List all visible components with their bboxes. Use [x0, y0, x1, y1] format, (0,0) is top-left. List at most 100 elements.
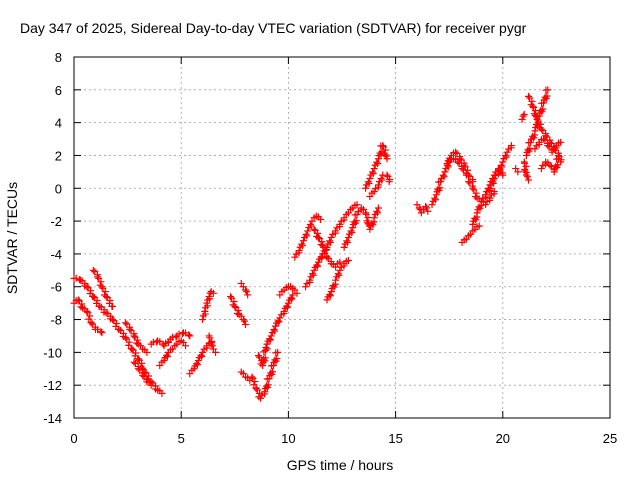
data-point — [252, 384, 260, 392]
x-tick-label: 20 — [496, 431, 510, 446]
data-point-fill — [261, 354, 269, 362]
chart-title: Day 347 of 2025, Sidereal Day-to-day VTE… — [20, 20, 527, 36]
data-point — [121, 334, 129, 342]
data-point-fill — [251, 378, 259, 386]
data-point — [529, 102, 537, 110]
data-point — [499, 171, 507, 179]
data-point — [533, 115, 541, 123]
data-point-fill — [364, 178, 372, 186]
data-point-fill — [343, 237, 351, 245]
data-point — [362, 184, 370, 192]
data-point-fill — [464, 166, 472, 174]
x-axis-label: GPS time / hours — [287, 457, 394, 473]
data-point-fill — [423, 204, 431, 212]
data-point — [291, 253, 299, 261]
data-point — [443, 160, 451, 168]
data-point-fill — [373, 207, 381, 215]
data-point-fill — [374, 160, 382, 168]
data-point-fill — [302, 230, 310, 238]
data-point-fill — [554, 161, 562, 169]
y-tick-label: -12 — [43, 378, 62, 393]
data-point — [550, 168, 558, 176]
data-point — [115, 325, 123, 333]
data-point-fill — [539, 105, 547, 113]
y-tick-label: -2 — [50, 214, 62, 229]
data-point — [272, 322, 280, 330]
data-point — [102, 309, 110, 317]
data-point — [499, 158, 507, 166]
data-point-fill — [233, 309, 241, 317]
data-point — [495, 165, 503, 173]
data-point — [490, 171, 498, 179]
data-point — [160, 357, 168, 365]
data-point-fill — [307, 222, 315, 230]
data-point — [126, 325, 134, 333]
data-point — [428, 201, 436, 209]
data-point-fill — [489, 175, 497, 183]
data-point — [540, 135, 548, 143]
data-point-fill — [485, 186, 493, 194]
data-point-fill — [264, 381, 272, 389]
data-point — [242, 320, 250, 328]
data-point — [242, 286, 250, 294]
data-point — [190, 365, 198, 373]
data-point — [366, 174, 374, 182]
data-point-fill — [163, 351, 171, 359]
data-point-fill — [318, 254, 326, 262]
data-point-fill — [255, 393, 263, 401]
data-point-fill — [163, 352, 171, 360]
data-point — [520, 110, 528, 118]
data-point — [98, 329, 106, 337]
data-point-fill — [266, 336, 274, 344]
data-point-fill — [446, 156, 454, 164]
data-point — [370, 214, 378, 222]
data-point — [209, 289, 217, 297]
data-point — [557, 138, 565, 146]
data-point-fill — [234, 307, 242, 315]
data-point — [74, 296, 82, 304]
data-point — [248, 373, 256, 381]
data-point — [531, 145, 539, 153]
data-point-fill — [536, 120, 544, 128]
data-point-fill — [306, 220, 314, 228]
data-point-fill — [260, 348, 268, 356]
data-point — [284, 299, 292, 307]
data-point-fill — [271, 327, 279, 335]
data-point — [302, 283, 310, 291]
data-point-fill — [335, 271, 343, 279]
data-point-fill — [431, 194, 439, 202]
data-point — [89, 293, 97, 301]
data-point — [332, 227, 340, 235]
data-point — [98, 283, 106, 291]
data-point — [244, 291, 252, 299]
data-point — [469, 220, 477, 228]
data-point-fill — [343, 238, 351, 246]
data-point-fill — [543, 92, 551, 100]
data-point — [482, 191, 490, 199]
data-point — [503, 148, 511, 156]
data-point — [546, 161, 554, 169]
data-point-fill — [240, 317, 248, 325]
data-point-fill — [78, 300, 86, 308]
data-point — [464, 171, 472, 179]
data-point — [383, 155, 391, 163]
data-point-fill — [317, 253, 325, 261]
data-point-fill — [521, 167, 529, 175]
data-point — [269, 361, 277, 369]
x-tick-label: 15 — [388, 431, 402, 446]
y-tick-label: -6 — [50, 280, 62, 295]
data-point — [475, 222, 483, 230]
data-point-fill — [439, 171, 447, 179]
data-point-fill — [381, 151, 389, 159]
data-point — [194, 357, 202, 365]
data-point-fill — [260, 355, 268, 363]
y-tick-label: 6 — [55, 83, 62, 98]
data-point — [540, 99, 548, 107]
data-point — [143, 348, 151, 356]
data-point — [310, 266, 318, 274]
data-point-fill — [283, 303, 291, 311]
data-point — [199, 316, 207, 324]
data-point-fill — [303, 232, 311, 240]
data-point — [293, 289, 301, 297]
data-point-fill — [206, 334, 214, 342]
